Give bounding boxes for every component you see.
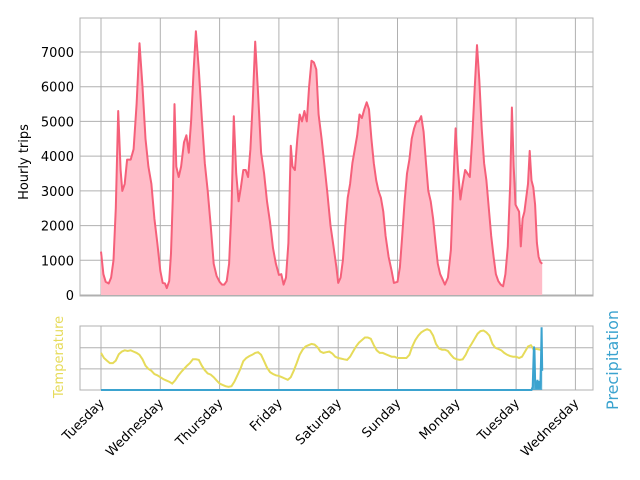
temperature-line <box>100 328 543 388</box>
y-tick-label-7: 7000 <box>41 46 74 61</box>
hourly-trips-line <box>100 30 543 290</box>
top-panel-frame <box>79 17 594 297</box>
precipitation-line <box>101 327 544 391</box>
x-tick-label-3: Friday <box>247 396 286 435</box>
y-axis-label-hourly-trips: Hourly trips <box>17 124 32 200</box>
x-tick-label-8: Wednesday <box>518 396 582 460</box>
x-tick-label-5: Sunday <box>359 396 404 441</box>
y-tick-label-0: 0 <box>66 289 74 304</box>
y-tick-label-5: 5000 <box>41 115 74 130</box>
y-tick-label-3: 3000 <box>41 185 74 200</box>
hourly-trips-area <box>101 31 543 295</box>
x-tick-label-1: Wednesday <box>103 396 167 460</box>
x-tick-label-2: Thursday <box>172 396 226 450</box>
weather-panel <box>79 325 594 391</box>
y-tick-label-4: 4000 <box>41 150 74 165</box>
y-axis-label-temperature: Temperature <box>52 316 67 399</box>
x-tick-label-0: Tuesday <box>59 396 108 445</box>
y-tick-label-6: 6000 <box>41 81 74 96</box>
y-axis-label-precipitation: Precipitation <box>603 310 622 410</box>
x-tick-label-7: Tuesday <box>474 396 523 445</box>
x-tick-label-6: Monday <box>417 396 464 443</box>
y-tick-label-2: 2000 <box>41 220 74 235</box>
hourly-trips-panel: 0 1000 2000 3000 4000 5000 6000 7000 <box>41 17 594 304</box>
y-tick-label-1: 1000 <box>41 254 74 269</box>
x-tick-label-4: Saturday <box>293 396 345 448</box>
